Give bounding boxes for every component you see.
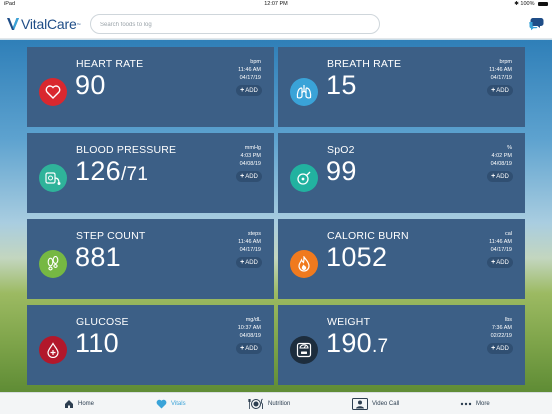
lungs-icon: [290, 78, 318, 106]
glucose-card[interactable]: GLUCOSE 110 mg/dL 10:37 AM 04/08/19 +ADD: [27, 305, 274, 385]
weight-card[interactable]: WEIGHT 190.7 lbs 7:36 AM 02/22/19 +ADD: [278, 305, 525, 385]
clock: 12:07 PM: [264, 1, 288, 7]
breath-rate-card[interactable]: BREATH RATE 15 brpm 11:46 AM 04/17/19 +A…: [278, 47, 525, 127]
card-value: 881: [75, 242, 121, 272]
app-logo[interactable]: VitalCare ™: [6, 15, 81, 33]
video-call-icon: [352, 398, 368, 410]
tab-vitals[interactable]: Vitals: [156, 393, 186, 414]
heart-rate-card[interactable]: HEART RATE 90 bpm 11:46 AM 04/17/19 +ADD: [27, 47, 274, 127]
trademark: ™: [76, 21, 81, 27]
card-title: BLOOD PRESSURE: [76, 144, 177, 156]
add-weight-button[interactable]: +ADD: [487, 343, 513, 354]
card-title: HEART RATE: [76, 58, 144, 70]
card-date: 04/17/19: [239, 75, 261, 81]
card-date: 04/08/19: [239, 161, 261, 167]
card-time: 7:36 AM: [491, 325, 512, 331]
add-glucose-button[interactable]: +ADD: [236, 343, 262, 354]
add-step-count-button[interactable]: +ADD: [236, 257, 262, 268]
tab-label: Home: [78, 401, 95, 407]
tab-video-call[interactable]: Video Call: [352, 393, 399, 414]
card-unit: mmHg: [244, 145, 261, 151]
caloric-burn-card[interactable]: CALORIC BURN 1052 cal 11:46 AM 04/17/19 …: [278, 219, 525, 299]
card-value: 99: [326, 156, 357, 186]
footprints-icon: [39, 250, 67, 278]
card-value: 1052: [326, 242, 388, 272]
card-value: 126/71: [75, 156, 149, 186]
card-value: 190.7: [326, 328, 389, 358]
card-title: CALORIC BURN: [327, 230, 409, 242]
blood-pressure-card[interactable]: BLOOD PRESSURE 126/71 mmHg 4:03 PM 04/08…: [27, 133, 274, 213]
card-unit: mg/dL: [245, 317, 261, 323]
heart-icon: [39, 78, 67, 106]
battery-percent: 100%: [520, 1, 535, 7]
step-count-card[interactable]: STEP COUNT 881 steps 11:46 AM 04/17/19 +…: [27, 219, 274, 299]
blood-pressure-icon: [39, 164, 67, 192]
card-time: 11:46 AM: [489, 67, 512, 73]
card-date: 02/22/19: [490, 333, 512, 339]
heart-icon: [156, 399, 167, 409]
app-header: VitalCare ™: [0, 9, 552, 39]
card-date: 04/17/19: [490, 75, 512, 81]
add-blood-pressure-button[interactable]: +ADD: [236, 171, 262, 182]
card-unit: brpm: [499, 59, 512, 65]
tab-more[interactable]: More: [460, 393, 490, 414]
card-time: 11:46 AM: [238, 67, 261, 73]
card-title: WEIGHT: [327, 316, 371, 328]
card-title: SpO2: [327, 144, 355, 156]
card-time: 11:46 AM: [238, 239, 261, 245]
card-title: BREATH RATE: [327, 58, 402, 70]
add-heart-rate-button[interactable]: +ADD: [236, 85, 262, 96]
card-date: 04/08/19: [239, 333, 261, 339]
vitalcare-logo-icon: [7, 18, 19, 30]
card-unit: %: [507, 145, 512, 151]
card-time: 4:03 PM: [240, 153, 261, 159]
card-value: 15: [326, 70, 357, 100]
more-dots-icon: [460, 402, 472, 406]
battery-status: ✱ 100%: [514, 1, 548, 7]
app-name: VitalCare: [21, 16, 77, 32]
tab-label: Vitals: [171, 401, 186, 407]
pulse-oximeter-icon: [290, 164, 318, 192]
card-unit: steps: [247, 231, 261, 237]
battery-icon: [538, 2, 548, 6]
card-value: 90: [75, 70, 106, 100]
spo2-card[interactable]: SpO2 99 % 4:02 PM 04/08/19 +ADD: [278, 133, 525, 213]
add-spo2-button[interactable]: +ADD: [487, 171, 513, 182]
chat-icon[interactable]: [528, 17, 544, 31]
add-caloric-burn-button[interactable]: +ADD: [487, 257, 513, 268]
tab-bar: Home Vitals Nutrition Video Call More: [0, 392, 552, 414]
card-date: 04/17/19: [239, 247, 261, 253]
card-unit: bpm: [250, 59, 261, 65]
plate-icon: [248, 398, 264, 410]
tab-label: Video Call: [372, 401, 400, 407]
card-unit: lbs: [504, 317, 512, 323]
card-time: 4:02 PM: [491, 153, 512, 159]
tab-label: Nutrition: [268, 401, 291, 407]
card-time: 10:37 AM: [237, 325, 261, 331]
tab-nutrition[interactable]: Nutrition: [248, 393, 290, 414]
home-icon: [64, 399, 74, 409]
card-title: STEP COUNT: [76, 230, 146, 242]
tab-home[interactable]: Home: [64, 393, 94, 414]
flame-icon: [290, 250, 318, 278]
card-date: 04/17/19: [490, 247, 512, 253]
device-label: iPad: [4, 1, 16, 7]
food-search[interactable]: [90, 14, 380, 34]
card-unit: cal: [504, 231, 512, 237]
status-bar: iPad 12:07 PM ✱ 100%: [0, 0, 552, 9]
bluetooth-icon: ✱: [514, 1, 519, 7]
scale-icon: [290, 336, 318, 364]
card-value: 110: [75, 328, 119, 358]
search-input[interactable]: [100, 21, 360, 29]
card-time: 11:46 AM: [489, 239, 512, 245]
tab-label: More: [476, 401, 490, 407]
card-title: GLUCOSE: [76, 316, 129, 328]
blood-drop-icon: [39, 336, 67, 364]
card-date: 04/08/19: [490, 161, 512, 167]
add-breath-rate-button[interactable]: +ADD: [487, 85, 513, 96]
